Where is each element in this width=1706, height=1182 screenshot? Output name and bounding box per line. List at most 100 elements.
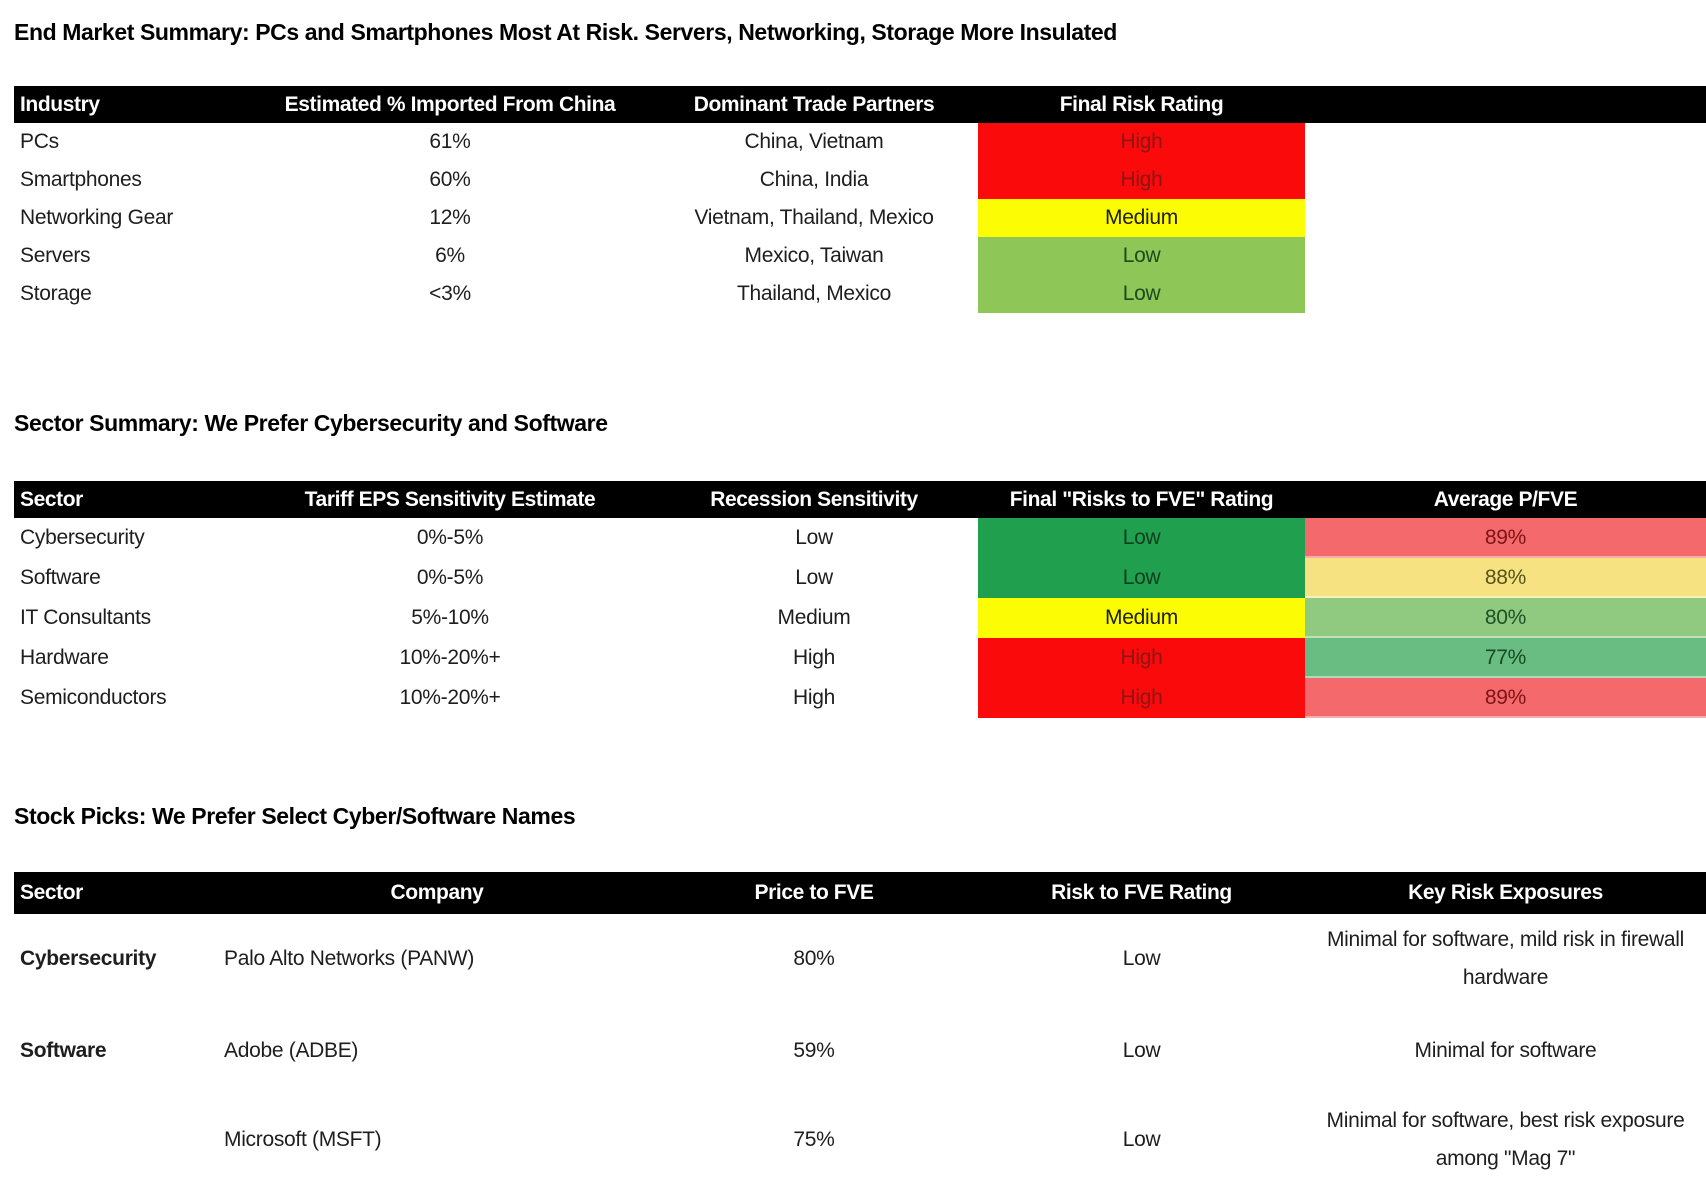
market-summary-table: Industry Estimated % Imported From China…	[14, 86, 1706, 313]
column-header-industry: Industry	[20, 92, 100, 116]
pfve-cell: 80%	[1305, 598, 1706, 638]
import-pct-cell: 60%	[429, 168, 471, 191]
risk-rating-cell: Medium	[978, 199, 1305, 237]
sector-cell: Cybersecurity	[20, 947, 157, 970]
sector-cell	[14, 1098, 224, 1182]
key-risks-cell: Minimal for software	[1305, 1004, 1706, 1098]
market-summary-header-row: Industry Estimated % Imported From China…	[14, 86, 1706, 123]
fve-rating-cell: Low	[978, 518, 1305, 558]
column-header-average-pfve: Average P/FVE	[1433, 487, 1578, 511]
company-cell: Adobe (ADBE)	[224, 1039, 359, 1062]
risk-rating-cell: Low	[978, 237, 1305, 275]
table-row: Hardware 10%-20%+ High High 77%	[14, 638, 1706, 678]
company-cell: Palo Alto Networks (PANW)	[224, 947, 475, 970]
partners-cell: Vietnam, Thailand, Mexico	[694, 206, 934, 229]
tariff-eps-cell: 10%-20%+	[399, 646, 501, 669]
table-row: PCs 61% China, Vietnam High	[14, 123, 1706, 161]
import-pct-cell: <3%	[429, 282, 471, 305]
import-pct-cell: 12%	[429, 206, 471, 229]
pfve-cell: 77%	[1305, 638, 1706, 678]
stock-picks-title: Stock Picks: We Prefer Select Cyber/Soft…	[14, 803, 576, 829]
column-header-key-risk-exposures: Key Risk Exposures	[1408, 881, 1603, 904]
risk-rating-cell: Low	[978, 275, 1305, 313]
tariff-eps-cell: 0%-5%	[416, 526, 484, 549]
column-header-price-to-fve: Price to FVE	[754, 881, 874, 904]
risk-rating-cell: Low	[1122, 1128, 1161, 1151]
industry-cell: Smartphones	[20, 168, 142, 191]
column-header-import-pct: Estimated % Imported From China	[284, 92, 616, 116]
partners-cell: China, Vietnam	[744, 130, 884, 153]
fve-rating-cell: High	[978, 638, 1305, 678]
pfve-cell: 88%	[1305, 558, 1706, 598]
table-row: Semiconductors 10%-20%+ High High 89%	[14, 678, 1706, 718]
fve-rating-cell: Medium	[978, 598, 1305, 638]
empty-cell	[1305, 237, 1706, 275]
pfve-cell: 89%	[1305, 518, 1706, 558]
recession-cell: High	[793, 686, 835, 709]
import-pct-cell: 6%	[435, 244, 465, 267]
recession-cell: High	[793, 646, 835, 669]
column-header-company: Company	[390, 881, 484, 904]
fve-rating-cell: High	[978, 678, 1305, 718]
risk-rating-cell: Low	[1122, 947, 1161, 970]
sector-cell: Software	[20, 1039, 107, 1062]
industry-cell: Servers	[20, 244, 91, 267]
company-cell: Microsoft (MSFT)	[224, 1128, 382, 1151]
table-row: Cybersecurity Palo Alto Networks (PANW) …	[14, 914, 1706, 1004]
partners-cell: China, India	[759, 168, 869, 191]
tariff-eps-cell: 5%-10%	[411, 606, 489, 629]
sector-cell: Cybersecurity	[20, 526, 145, 549]
table-row: Servers 6% Mexico, Taiwan Low	[14, 237, 1706, 275]
column-header-recession-sensitivity: Recession Sensitivity	[710, 487, 918, 511]
empty-cell	[1305, 161, 1706, 199]
sector-summary-header-row: Sector Tariff EPS Sensitivity Estimate R…	[14, 481, 1706, 518]
empty-cell	[1305, 123, 1706, 161]
column-header-final-risk-rating: Final Risk Rating	[1059, 92, 1224, 116]
column-header-sector: Sector	[20, 487, 83, 511]
key-risks-cell: Minimal for software, best risk exposure…	[1305, 1098, 1706, 1182]
column-header-tariff-eps: Tariff EPS Sensitivity Estimate	[304, 487, 596, 511]
sector-cell: Semiconductors	[20, 686, 167, 709]
partners-cell: Mexico, Taiwan	[744, 244, 884, 267]
partners-cell: Thailand, Mexico	[737, 282, 891, 305]
sector-cell: IT Consultants	[20, 606, 151, 629]
empty-cell	[1305, 275, 1706, 313]
table-row: Storage <3% Thailand, Mexico Low	[14, 275, 1706, 313]
sector-cell: Software	[20, 566, 101, 589]
sector-summary-title: Sector Summary: We Prefer Cybersecurity …	[14, 410, 608, 436]
pfve-cell: 89%	[1305, 678, 1706, 718]
column-header-risks-to-fve: Final "Risks to FVE" Rating	[1009, 487, 1274, 511]
sector-summary-table: Sector Tariff EPS Sensitivity Estimate R…	[14, 481, 1706, 718]
sector-cell: Hardware	[20, 646, 109, 669]
column-header-risk-to-fve-rating: Risk to FVE Rating	[1051, 881, 1232, 904]
column-header-sector: Sector	[20, 881, 83, 904]
empty-cell	[1305, 199, 1706, 237]
column-header-trade-partners: Dominant Trade Partners	[693, 92, 935, 116]
table-row: Software Adobe (ADBE) 59% Low Minimal fo…	[14, 1004, 1706, 1098]
recession-cell: Low	[795, 526, 833, 549]
key-risks-cell: Minimal for software, mild risk in firew…	[1305, 914, 1706, 1004]
price-to-fve-cell: 80%	[793, 947, 835, 970]
column-header-empty	[1305, 86, 1706, 123]
recession-cell: Low	[795, 566, 833, 589]
fve-rating-cell: Low	[978, 558, 1305, 598]
table-row: Microsoft (MSFT) 75% Low Minimal for sof…	[14, 1098, 1706, 1182]
key-risks-text: Minimal for software, best risk exposure…	[1326, 1109, 1685, 1170]
import-pct-cell: 61%	[429, 130, 471, 153]
price-to-fve-cell: 59%	[793, 1039, 835, 1062]
tariff-eps-cell: 0%-5%	[416, 566, 484, 589]
price-to-fve-cell: 75%	[793, 1128, 835, 1151]
market-summary-title: End Market Summary: PCs and Smartphones …	[14, 19, 1117, 45]
recession-cell: Medium	[777, 606, 851, 629]
tariff-eps-cell: 10%-20%+	[399, 686, 501, 709]
table-row: IT Consultants 5%-10% Medium Medium 80%	[14, 598, 1706, 638]
stock-picks-table: Sector Company Price to FVE Risk to FVE …	[14, 872, 1706, 1182]
risk-rating-cell: High	[978, 161, 1305, 199]
industry-cell: Networking Gear	[20, 206, 174, 229]
industry-cell: Storage	[20, 282, 92, 305]
table-row: Smartphones 60% China, India High	[14, 161, 1706, 199]
stock-picks-header-row: Sector Company Price to FVE Risk to FVE …	[14, 872, 1706, 914]
industry-cell: PCs	[20, 130, 59, 153]
key-risks-text: Minimal for software	[1414, 1039, 1597, 1063]
